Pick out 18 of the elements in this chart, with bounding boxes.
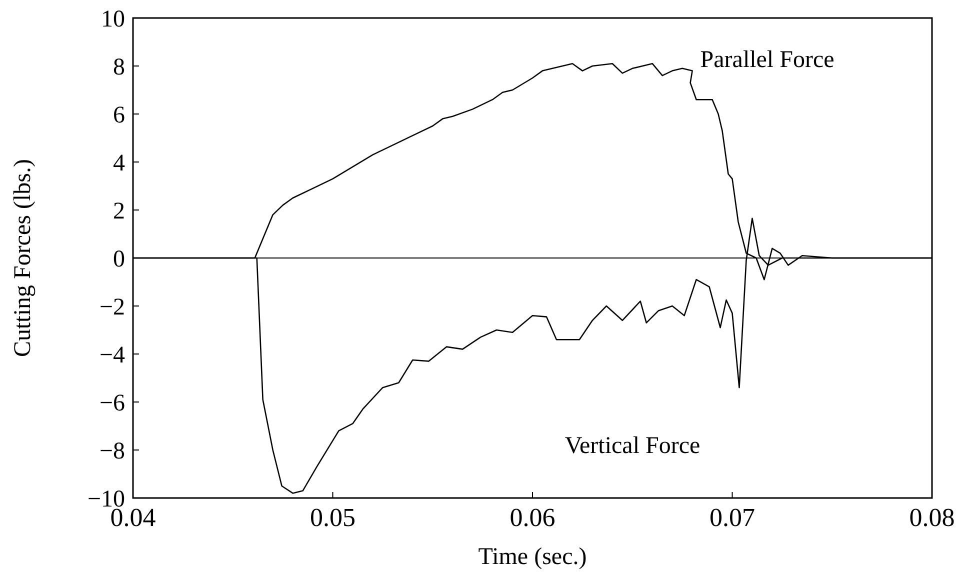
y-tick-label: −2 [99, 294, 125, 320]
series-label: Parallel Force [700, 46, 834, 73]
y-tick-label: −4 [99, 342, 125, 368]
y-tick-label: 6 [113, 102, 125, 128]
x-tick-label: 0.05 [310, 503, 356, 532]
y-tick-label: 2 [113, 198, 125, 224]
y-tick-label: −8 [99, 438, 125, 464]
x-axis-title: Time (sec.) [478, 544, 587, 570]
y-tick-label: 4 [113, 150, 125, 176]
y-tick-label: 10 [101, 6, 125, 32]
x-tick-label: 0.07 [710, 503, 755, 532]
text: Vertical Force [564, 433, 700, 459]
y-tick-label: 8 [113, 54, 125, 80]
y-axis-title: Cutting Forces (lbs.) [10, 159, 36, 357]
y-tick-label: 0 [113, 246, 125, 272]
y-tick-label: −6 [99, 390, 125, 416]
x-tick-label: 0.08 [909, 503, 955, 532]
x-tick-label: 0.06 [510, 503, 556, 532]
